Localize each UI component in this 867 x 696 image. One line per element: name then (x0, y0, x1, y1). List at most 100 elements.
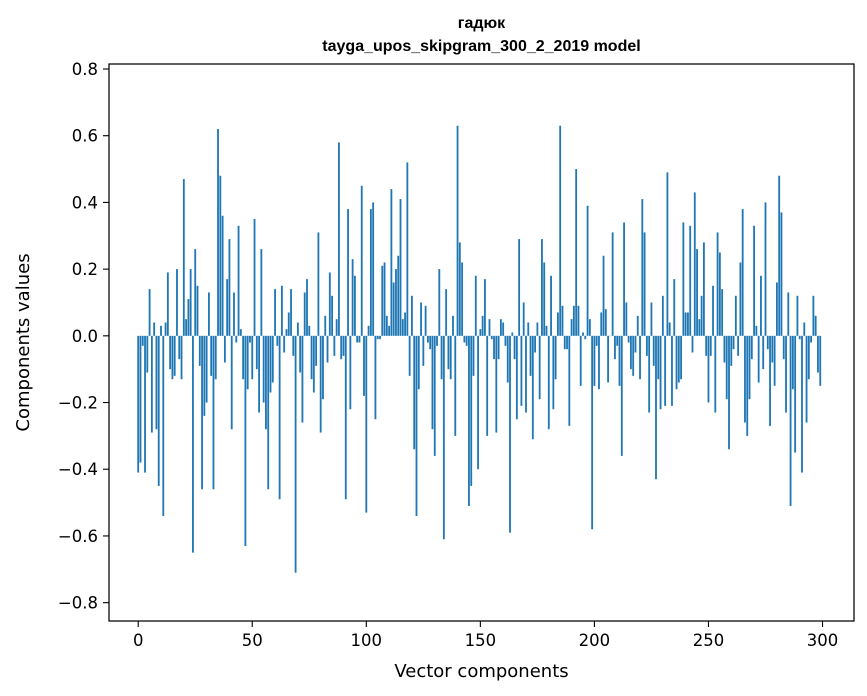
bar-component-50 (251, 335, 254, 380)
bar-component-13 (166, 272, 169, 336)
x-axis-label: Vector components (394, 661, 568, 682)
bar-component-70 (296, 322, 299, 336)
bar-component-104 (374, 335, 377, 420)
bar-component-97 (358, 335, 361, 343)
bar-component-167 (518, 239, 521, 336)
bar-component-183 (554, 335, 557, 380)
bar-component-88 (338, 142, 340, 336)
bar-component-78 (315, 335, 318, 366)
bar-component-8 (155, 335, 158, 430)
bar-component-208 (611, 232, 614, 336)
bar-component-184 (557, 312, 559, 336)
bar-component-155 (490, 335, 493, 340)
bar-component-47 (244, 335, 247, 546)
bar-component-60 (274, 289, 276, 336)
bar-component-18 (178, 335, 181, 360)
bar-component-281 (778, 175, 781, 336)
bar-component-210 (616, 335, 619, 346)
bar-component-223 (645, 335, 648, 356)
bar-component-72 (301, 335, 304, 423)
bar-component-164 (511, 332, 514, 336)
bar-component-190 (570, 319, 573, 336)
bar-component-150 (479, 329, 482, 336)
bar-component-157 (495, 335, 498, 433)
bar-component-178 (543, 262, 546, 336)
bar-component-149 (477, 335, 479, 470)
bar-component-299 (819, 335, 822, 386)
bar-component-137 (449, 335, 452, 380)
bar-component-237 (677, 335, 680, 383)
bar-component-83 (326, 335, 329, 363)
x-tick-label: 250 (693, 631, 725, 650)
bar-component-144 (465, 335, 468, 346)
bar-component-122 (415, 335, 418, 516)
bar-component-156 (493, 335, 495, 360)
bar-component-205 (604, 309, 607, 336)
y-tick-label: 0.0 (72, 327, 98, 346)
bar-component-209 (614, 335, 616, 360)
bar-component-194 (579, 335, 582, 386)
bar-component-267 (746, 335, 749, 436)
x-tick-label: 0 (133, 631, 144, 650)
bar-component-130 (433, 335, 436, 456)
bar-component-29 (203, 335, 206, 416)
bar-component-63 (280, 285, 283, 336)
bar-component-73 (303, 292, 306, 336)
bar-component-140 (456, 125, 459, 336)
bar-component-175 (536, 322, 539, 336)
bar-component-75 (308, 325, 311, 336)
bar-component-195 (582, 332, 584, 336)
bar-component-201 (595, 335, 598, 346)
bar-component-152 (484, 279, 486, 336)
bar-component-293 (805, 335, 808, 423)
bar-component-160 (502, 322, 505, 336)
bar-component-61 (276, 335, 279, 346)
y-tick-label: 0.6 (72, 127, 98, 146)
bar-component-202 (598, 335, 600, 390)
bar-component-145 (468, 335, 470, 506)
bar-component-129 (431, 335, 434, 430)
bar-component-141 (458, 242, 461, 336)
bar-component-265 (741, 209, 744, 336)
bar-component-206 (607, 335, 610, 383)
bar-component-250 (707, 335, 710, 403)
bar-component-295 (810, 335, 813, 343)
bar-component-42 (233, 292, 235, 336)
bar-component-67 (290, 289, 292, 336)
bar-component-37 (221, 215, 224, 336)
bar-component-168 (520, 335, 523, 406)
bar-component-86 (333, 335, 336, 356)
bar-component-51 (253, 219, 256, 336)
bar-component-27 (198, 335, 201, 366)
bar-component-103 (372, 202, 375, 336)
bar-component-224 (648, 335, 651, 413)
bar-component-294 (807, 335, 810, 380)
bar-component-253 (714, 335, 717, 413)
y-axis-label: Components values (13, 253, 34, 431)
bar-component-180 (547, 335, 550, 430)
chart-subtitle: tayga_upos_skipgram_300_2_2019 model (322, 38, 640, 55)
bar-component-136 (447, 335, 450, 370)
bar-component-239 (682, 222, 685, 336)
bar-component-298 (817, 335, 819, 373)
bar-component-118 (406, 162, 409, 336)
bar-component-280 (775, 282, 778, 336)
bar-component-43 (235, 335, 238, 343)
bar-component-56 (265, 335, 267, 430)
bar-component-82 (324, 315, 327, 336)
bar-component-46 (242, 335, 245, 380)
bar-component-290 (798, 335, 801, 340)
bar-component-274 (762, 335, 765, 370)
bar-component-7 (153, 322, 156, 336)
bar-component-162 (506, 335, 509, 383)
bar-component-28 (201, 335, 203, 490)
bar-component-240 (684, 312, 687, 336)
bar-component-257 (723, 335, 726, 363)
bar-component-215 (627, 335, 630, 343)
bar-component-32 (210, 335, 213, 376)
bar-component-80 (319, 335, 322, 433)
bar-component-246 (698, 319, 701, 336)
bar-component-125 (422, 335, 425, 366)
bar-component-49 (249, 335, 251, 343)
